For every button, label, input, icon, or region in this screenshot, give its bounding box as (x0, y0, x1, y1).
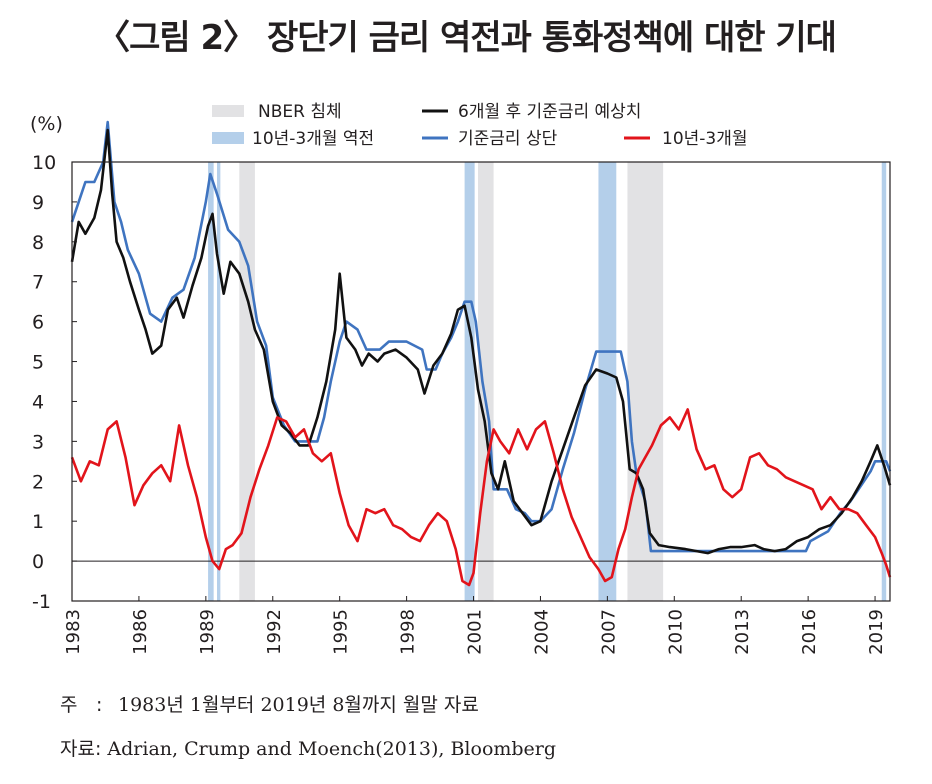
inversion-band-2 (464, 162, 475, 601)
footnote-colon: : (96, 694, 103, 716)
x-tick-label: 1998 (398, 609, 419, 655)
x-tick-label: 1989 (197, 609, 218, 655)
y-tick-label: 2 (32, 471, 44, 493)
inversion-band-0 (208, 162, 214, 601)
expected-series-line (70, 128, 892, 555)
footnote: 주:1983년 1월부터 2019년 8월까지 월말 자료 (60, 690, 479, 717)
recession-band-2 (627, 162, 664, 601)
x-tick-label: 2016 (799, 609, 820, 655)
y-tick-label: 6 (32, 312, 44, 334)
recession-band-0 (239, 162, 255, 601)
inversion-band-4 (881, 162, 887, 601)
inversion-band-1 (216, 162, 221, 601)
recession-band-1 (477, 162, 494, 601)
legend-fedfunds-label: 기준금리 상단 (458, 129, 558, 149)
footnote-text: 1983년 1월부터 2019년 8월까지 월말 자료 (118, 694, 479, 716)
legend-recession-swatch (212, 105, 244, 117)
x-tick-label: 2013 (732, 609, 753, 655)
plot-frame (71, 161, 891, 602)
x-tick-label: 1992 (264, 609, 285, 655)
source-label: 자료: (60, 738, 102, 760)
y-tick-label: 1 (32, 511, 44, 533)
y-tick-label: 7 (32, 272, 44, 294)
inversion-band-3 (598, 162, 617, 601)
y-tick-label: 4 (32, 391, 44, 413)
x-tick-label: 2001 (465, 609, 486, 655)
legend-expected-label: 6개월 후 기준금리 예상치 (458, 102, 641, 122)
x-axis: 1983 1986 1989 1992 1995 1998 2001 2004 2007 2010… (63, 596, 887, 655)
x-tick-label: 2010 (665, 609, 686, 655)
x-tick-label: 2019 (866, 609, 887, 655)
y-tick-label: 9 (32, 192, 44, 214)
source-note: 자료: Adrian, Crump and Moench(2013), Bloo… (60, 734, 556, 761)
x-tick-label: 2004 (531, 609, 552, 655)
x-tick-label: 1995 (331, 609, 352, 655)
footnote-label: 주 (60, 694, 78, 716)
y-tick-label: 3 (32, 431, 44, 453)
y-tick-label: 5 (32, 352, 44, 374)
series-lines (70, 120, 892, 587)
x-tick-label: 2007 (598, 609, 619, 655)
x-tick-label: 1986 (130, 609, 151, 655)
y-unit-label: (%) (30, 113, 63, 135)
y-tick-label: 0 (32, 551, 44, 573)
legend: NBER 침체 6개월 후 기준금리 예상치 10년-3개월 역전 기준금리 상… (212, 102, 748, 149)
legend-inversion-label: 10년-3개월 역전 (252, 129, 374, 149)
y-tick-label: 8 (32, 232, 44, 254)
y-tick-label: 10 (32, 152, 56, 174)
legend-recession-label: NBER 침체 (258, 102, 342, 122)
legend-spread-label: 10년-3개월 (662, 129, 748, 149)
shaded-bands (208, 162, 887, 601)
x-tick-label: 1983 (63, 609, 84, 655)
legend-inversion-swatch (212, 132, 244, 144)
source-text: Adrian, Crump and Moench(2013), Bloomber… (107, 738, 557, 760)
chart-title: 〈그림 2〉 장단기 금리 역전과 통화정책에 대한 기대 (96, 18, 837, 58)
spread-series-line (70, 408, 892, 587)
y-tick-label: -1 (32, 591, 51, 613)
